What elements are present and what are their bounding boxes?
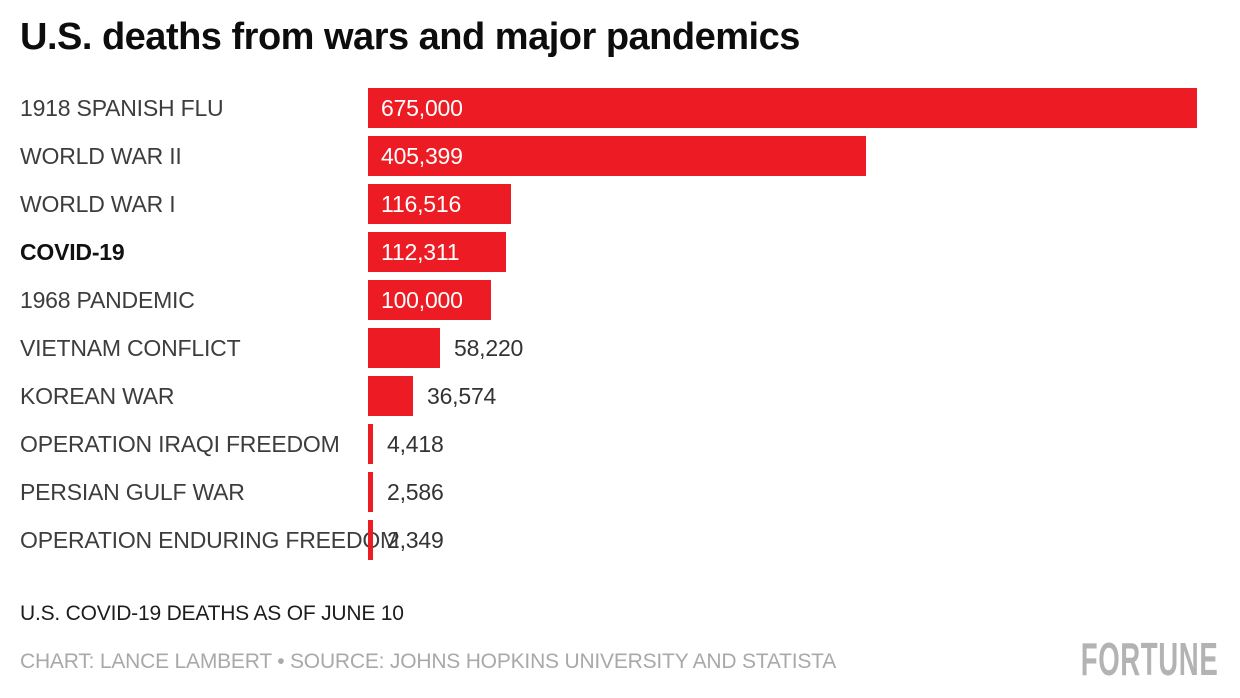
- category-label: 1968 PANDEMIC: [20, 286, 195, 313]
- bar: [368, 328, 440, 368]
- chart-row: COVID-19 112,311: [0, 232, 1240, 272]
- chart-row: WORLD WAR I 116,516: [0, 184, 1240, 224]
- bar: 112,311: [368, 232, 506, 272]
- bar: [368, 376, 413, 416]
- chart-row: WORLD WAR II 405,399: [0, 136, 1240, 176]
- chart-title: U.S. deaths from wars and major pandemic…: [20, 16, 800, 58]
- chart-row: 1968 PANDEMIC 100,000: [0, 280, 1240, 320]
- bar: 405,399: [368, 136, 866, 176]
- bar-track: 36,574: [368, 376, 1240, 416]
- bar: [368, 472, 373, 512]
- category-label: PERSIAN GULF WAR: [20, 478, 245, 505]
- value-label-inside: 405,399: [381, 142, 463, 169]
- chart-credit: CHART: LANCE LAMBERT • SOURCE: JOHNS HOP…: [20, 650, 837, 673]
- bar: 675,000: [368, 88, 1197, 128]
- value-label-outside: 2,349: [387, 526, 444, 553]
- value-label-inside: 675,000: [381, 94, 463, 121]
- value-label-inside: 116,516: [381, 190, 462, 217]
- fortune-logo: FORTUNE: [1080, 633, 1218, 685]
- chart-row: OPERATION IRAQI FREEDOM 4,418: [0, 424, 1240, 464]
- bar-track: 2,586: [368, 472, 1240, 512]
- value-label-outside: 36,574: [427, 382, 497, 409]
- chart-row: VIETNAM CONFLICT 58,220: [0, 328, 1240, 368]
- bar-track: 58,220: [368, 328, 1240, 368]
- bar-chart: 1918 SPANISH FLU 675,000 WORLD WAR II 40…: [0, 88, 1240, 568]
- chart-row: PERSIAN GULF WAR 2,586: [0, 472, 1240, 512]
- bar: 116,516: [368, 184, 511, 224]
- category-label: WORLD WAR II: [20, 142, 182, 169]
- category-label: OPERATION IRAQI FREEDOM: [20, 430, 340, 457]
- value-label-outside: 2,586: [387, 478, 444, 505]
- bar-track: 112,311: [368, 232, 1240, 272]
- bar-track: 4,418: [368, 424, 1240, 464]
- value-label-outside: 58,220: [454, 334, 524, 361]
- value-label-inside: 100,000: [381, 286, 463, 313]
- bar-track: 2,349: [368, 520, 1240, 560]
- value-label-inside: 112,311: [381, 238, 460, 265]
- chart-row: 1918 SPANISH FLU 675,000: [0, 88, 1240, 128]
- bar: 100,000: [368, 280, 491, 320]
- bar-track: 675,000: [368, 88, 1240, 128]
- chart-row: KOREAN WAR 36,574: [0, 376, 1240, 416]
- value-label-outside: 4,418: [387, 430, 444, 457]
- chart-footnote: U.S. COVID-19 DEATHS AS OF JUNE 10: [20, 602, 404, 625]
- category-label: OPERATION ENDURING FREEDOM: [20, 526, 400, 553]
- bar-track: 405,399: [368, 136, 1240, 176]
- bar: [368, 520, 373, 560]
- category-label: 1918 SPANISH FLU: [20, 94, 224, 121]
- category-label: VIETNAM CONFLICT: [20, 334, 241, 361]
- category-label: KOREAN WAR: [20, 382, 175, 409]
- bar: [368, 424, 373, 464]
- category-label: WORLD WAR I: [20, 190, 176, 217]
- bar-track: 116,516: [368, 184, 1240, 224]
- category-label: COVID-19: [20, 238, 125, 265]
- chart-row: OPERATION ENDURING FREEDOM 2,349: [0, 520, 1240, 560]
- bar-track: 100,000: [368, 280, 1240, 320]
